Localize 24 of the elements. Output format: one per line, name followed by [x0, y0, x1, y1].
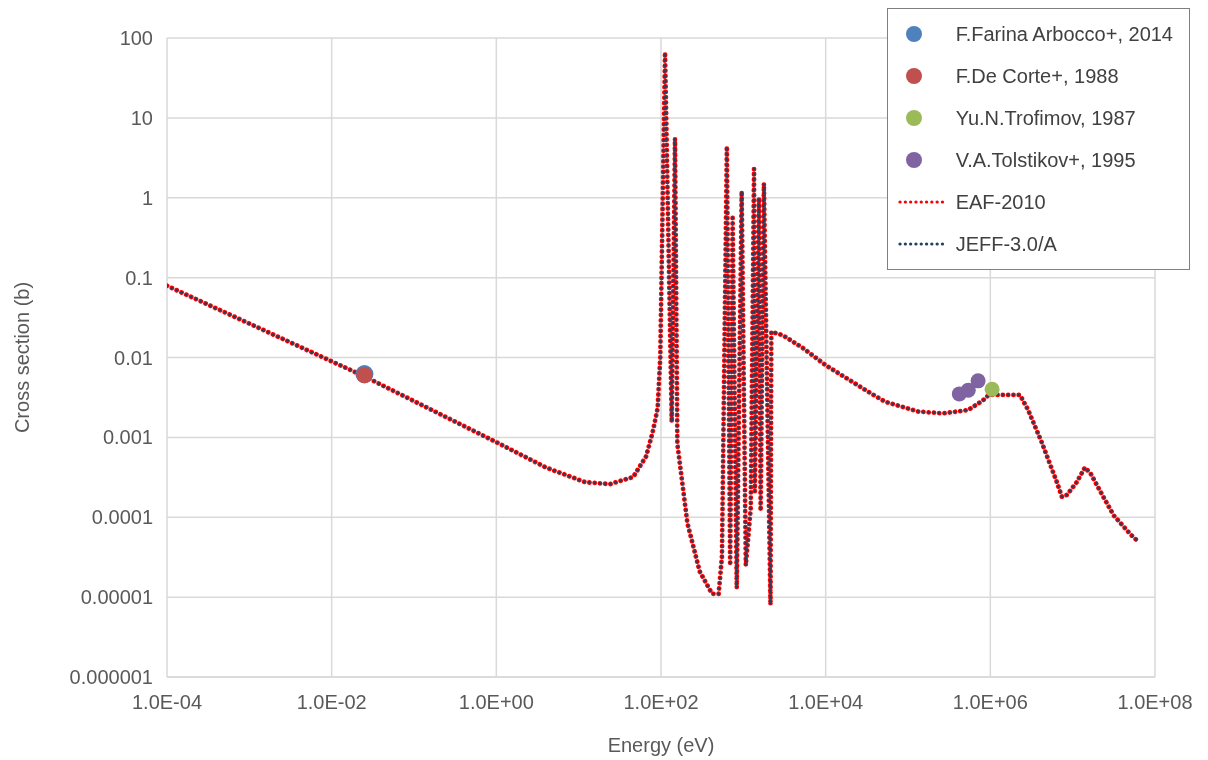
x-tick-label: 1.0E+06 — [952, 691, 1028, 714]
x-tick-label: 1.0E+00 — [458, 691, 534, 714]
y-axis-title: Cross section (b) — [11, 281, 34, 434]
y-tick-label: 0.001 — [102, 426, 153, 449]
y-tick-label: 0.000001 — [69, 666, 153, 689]
legend-label: F.De Corte+, 1988 — [955, 64, 1119, 88]
x-tick-label: 1.0E+02 — [623, 691, 699, 714]
y-tick-label: 1 — [141, 186, 153, 209]
y-tick-label: 0.1 — [125, 266, 153, 289]
legend-label: V.A.Tolstikov+, 1995 — [955, 148, 1136, 172]
y-tick-label: 0.01 — [114, 346, 153, 369]
x-tick-label: 1.0E+08 — [1117, 691, 1193, 714]
legend-label: Yu.N.Trofimov, 1987 — [955, 106, 1136, 130]
legend-label: F.Farina Arbocco+, 2014 — [955, 22, 1173, 46]
legend-label: EAF-2010 — [955, 190, 1046, 214]
y-tick-label: 0.0001 — [91, 506, 153, 529]
y-tick-label: 100 — [119, 27, 153, 50]
y-tick-label: 0.00001 — [80, 586, 153, 609]
x-tick-label: 1.0E+04 — [788, 691, 864, 714]
x-tick-label: 1.0E-04 — [131, 691, 203, 714]
y-tick-label: 10 — [130, 106, 153, 129]
legend-label: JEFF-3.0/A — [955, 232, 1057, 256]
x-axis-title: Energy (eV) — [607, 734, 715, 756]
x-tick-label: 1.0E-02 — [296, 691, 367, 714]
